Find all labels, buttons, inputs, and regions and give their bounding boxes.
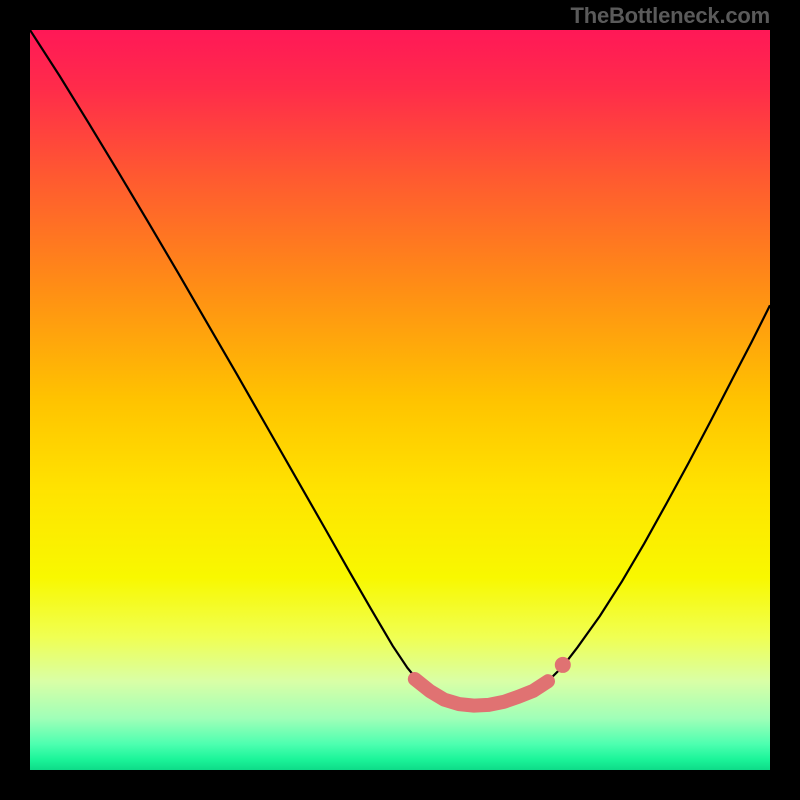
accent-end-dot [555,657,571,673]
plot-area [30,30,770,770]
chart-svg [30,30,770,770]
gradient-background [30,30,770,770]
chart-frame: TheBottleneck.com [0,0,800,800]
attribution-label: TheBottleneck.com [570,3,770,29]
